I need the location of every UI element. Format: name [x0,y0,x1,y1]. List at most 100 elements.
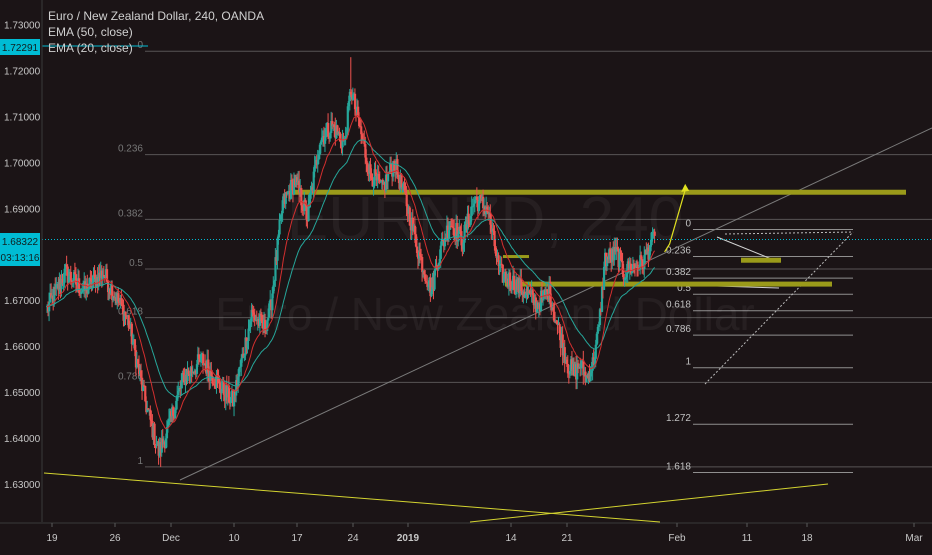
dotted-top-line [724,231,854,235]
candle-body [411,217,414,231]
candle-body [438,258,441,264]
candle-body [166,421,170,428]
candle-body [130,323,133,345]
fib-right-label: 0.382 [666,267,691,278]
candle-body [133,339,137,351]
candle-body [595,333,598,345]
candle-body [147,408,150,410]
candle-body [307,203,310,222]
x-tick-label: Mar [905,533,923,544]
candle-body [238,367,241,377]
candle-body [338,131,341,134]
candle-body [146,408,149,413]
candle-body [137,363,141,374]
candle-body [278,219,281,235]
candle-body [616,247,619,250]
candle-body [100,270,103,279]
candle-body [272,285,275,294]
candle-body [67,276,70,283]
y-tick-label: 1.66000 [4,342,41,353]
candle-body [443,237,447,247]
candle-body [249,321,252,325]
candle-body [164,438,168,449]
candle-body [93,274,96,277]
candle-body [143,385,146,387]
candle-body [653,231,656,236]
candle-body [141,377,144,391]
time-axis[interactable]: 19 26 Dec 10 17 24 2019 14 21 Feb 11 18 Mar [0,522,932,550]
candle-body [397,174,400,178]
candle-body [373,169,376,186]
support-resistance-levels[interactable] [290,189,906,287]
candle-body [277,234,280,239]
candle-body [199,354,203,362]
candle-body [501,264,504,283]
candle-body [508,272,512,285]
candle-body [477,200,481,212]
fib-right-label: 0 [685,218,691,229]
candle-body [459,226,462,232]
candle-body [379,181,382,183]
candle-body [372,185,375,187]
candle-body [144,385,147,402]
candle-body [216,375,219,379]
candle-body [180,381,183,389]
projection-arrow[interactable] [664,183,690,253]
resistance-level [290,189,906,195]
trendline-ascending [469,483,829,523]
x-tick-label: 2019 [397,533,420,544]
y-tick-label: 1.63000 [4,480,41,491]
x-tick-label: 17 [291,533,303,544]
candle-body [473,199,476,204]
fib-extension-right[interactable]: 0 0.236 0.382 0.5 0.618 0.786 1 1.272 1.618 [666,218,853,473]
candle-body [650,232,653,246]
candle-body [364,144,367,158]
candle-body [609,249,612,255]
candle-body [415,246,419,254]
candle-body [286,191,289,195]
candle-body [358,117,361,127]
candle-body [251,309,254,313]
countdown-label: 03:13:16 [1,253,40,264]
candle-body [305,205,308,220]
candle-body [222,380,225,395]
x-tick-label: 18 [801,533,813,544]
fib-left-label: 0.786 [118,371,143,382]
candle-body [529,293,532,295]
candle-body [325,129,328,138]
candle-body [486,206,489,213]
candle-body [480,195,483,199]
x-tick-label: Feb [668,533,686,544]
candle-body [344,136,347,139]
time-axis-background [0,523,932,550]
y-tick-label: 1.73000 [4,21,41,32]
x-tick-label: 10 [228,533,240,544]
candle-body [149,409,152,420]
candle-body [140,370,143,378]
candle-body [509,284,513,290]
candle-body [440,239,443,246]
candle-body [649,245,652,252]
candle-body [88,278,91,289]
candle-body [336,125,339,135]
candle-body [313,165,316,172]
candle-body [312,171,315,192]
candle-body [181,372,184,382]
candle-body [400,174,403,188]
candle-body [597,324,600,327]
candle-body [408,207,411,226]
projection-path [664,189,686,253]
candle-body [457,233,460,242]
candle-body [456,223,459,242]
candle-body [258,314,262,326]
candle-body [421,257,424,273]
candle-body [594,344,597,359]
high-price-tag: 1.72291 [0,39,40,55]
candle-body [553,311,556,323]
candle-body [366,162,369,172]
candle-body [500,263,503,265]
y-tick-label: 1.72000 [4,67,41,78]
candle-body [471,206,474,208]
